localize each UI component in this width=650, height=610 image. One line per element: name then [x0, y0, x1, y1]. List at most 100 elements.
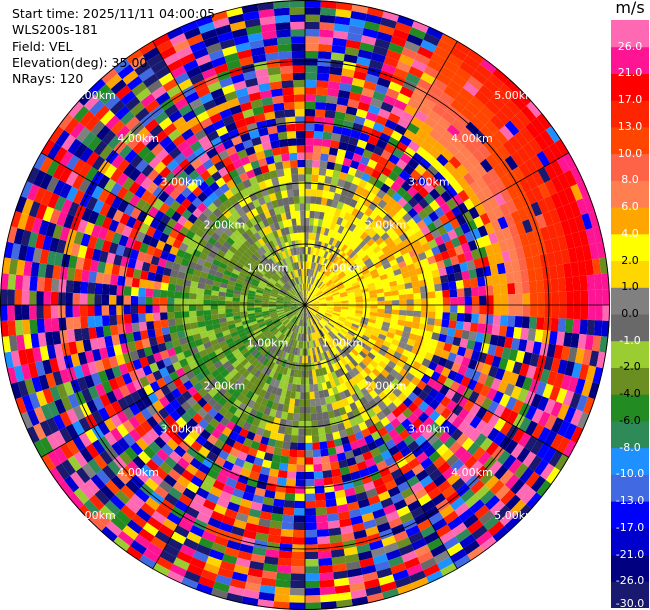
- velocity-gate: [349, 159, 360, 170]
- velocity-gate: [326, 161, 336, 171]
- velocity-gate: [278, 550, 293, 559]
- velocity-gate: [308, 225, 314, 233]
- velocity-gate: [438, 166, 451, 179]
- velocity-gate: [123, 295, 131, 305]
- velocity-gate: [305, 196, 311, 204]
- velocity-gate: [281, 80, 294, 89]
- velocity-gate: [196, 299, 204, 305]
- velocity-gate: [381, 245, 391, 254]
- velocity-gate: [537, 167, 551, 184]
- velocity-gate: [311, 232, 317, 241]
- velocity-gate: [293, 406, 300, 414]
- velocity-gate: [377, 156, 389, 167]
- velocity-gate: [327, 191, 336, 200]
- velocity-gate: [333, 295, 341, 299]
- velocity-gate: [314, 288, 320, 295]
- velocity-gate: [277, 131, 288, 141]
- velocity-gate: [443, 342, 453, 353]
- velocity-gate: [443, 257, 453, 268]
- velocity-gate: [481, 199, 493, 213]
- velocity-gate: [467, 358, 478, 371]
- velocity-gate: [335, 323, 343, 329]
- velocity-gate: [427, 110, 442, 123]
- velocity-gate: [466, 154, 480, 168]
- velocity-gate: [276, 565, 292, 574]
- velocity-gate: [355, 108, 368, 119]
- velocity-gate: [493, 403, 506, 418]
- velocity-gate: [323, 276, 330, 284]
- velocity-gate: [312, 305, 320, 307]
- velocity-gate: [343, 246, 351, 255]
- velocity-gate: [499, 421, 513, 436]
- velocity-gate: [361, 334, 370, 342]
- velocity-gate: [316, 514, 328, 523]
- velocity-gate: [319, 204, 327, 213]
- velocity-gate: [504, 120, 520, 136]
- velocity-gate: [510, 259, 521, 273]
- velocity-gate: [210, 309, 219, 315]
- velocity-gate: [439, 274, 449, 284]
- velocity-gate: [334, 208, 342, 217]
- velocity-gate: [95, 272, 105, 284]
- velocity-gate: [355, 310, 363, 315]
- velocity-gate: [464, 231, 475, 243]
- velocity-gate: [473, 258, 483, 269]
- velocity-gate: [305, 566, 320, 574]
- velocity-gate: [282, 514, 294, 523]
- velocity-gate: [398, 289, 407, 296]
- instrument-label: WLS200s-181: [12, 22, 98, 38]
- velocity-gate: [337, 270, 345, 278]
- velocity-gate: [392, 28, 410, 41]
- velocity-gate: [22, 275, 31, 291]
- velocity-gate: [501, 370, 513, 384]
- velocity-gate: [396, 186, 408, 198]
- velocity-gate: [347, 214, 356, 224]
- velocity-gate: [295, 479, 305, 487]
- velocity-gate: [514, 282, 523, 294]
- velocity-gate: [427, 345, 437, 355]
- velocity-gate: [385, 227, 396, 237]
- velocity-gate: [305, 65, 318, 73]
- velocity-gate: [417, 209, 429, 220]
- velocity-gate: [94, 305, 102, 317]
- velocity-gate: [295, 471, 305, 480]
- velocity-gate: [328, 320, 336, 327]
- velocity-gate: [318, 272, 324, 280]
- velocity-gate: [543, 195, 556, 212]
- velocity-gate: [436, 260, 446, 270]
- velocity-gate: [290, 167, 299, 175]
- velocity-gate: [334, 232, 342, 241]
- velocity-gate: [499, 83, 516, 100]
- velocity-gate: [468, 331, 478, 342]
- velocity-gate: [455, 280, 464, 290]
- velocity-gate: [65, 305, 73, 318]
- velocity-gate: [217, 309, 226, 315]
- velocity-gate: [522, 244, 533, 259]
- velocity-gate: [398, 169, 411, 181]
- velocity-gate: [329, 272, 336, 280]
- velocity-gate: [319, 441, 328, 450]
- velocity-gate: [72, 280, 82, 294]
- velocity-gate: [309, 384, 315, 393]
- velocity-gate: [522, 293, 531, 305]
- velocity-gate: [301, 370, 305, 378]
- velocity-gate: [196, 287, 205, 295]
- velocity-gate: [361, 291, 370, 296]
- velocity-gate: [345, 286, 354, 292]
- velocity-gate: [429, 262, 439, 272]
- velocity-gate: [385, 49, 402, 61]
- velocity-gate: [319, 265, 325, 273]
- velocity-gate: [387, 207, 398, 218]
- velocity-gate: [397, 117, 411, 129]
- velocity-gate: [427, 291, 436, 299]
- velocity-gate: [311, 167, 320, 175]
- velocity-gate: [393, 351, 403, 360]
- velocity-gate: [522, 351, 533, 366]
- velocity-gate: [550, 159, 564, 177]
- velocity-gate: [321, 234, 328, 243]
- velocity-gate: [574, 348, 585, 364]
- velocity-gate: [542, 211, 554, 227]
- velocity-gate: [579, 275, 588, 291]
- velocity-gate: [601, 273, 610, 290]
- velocity-gate: [316, 263, 321, 272]
